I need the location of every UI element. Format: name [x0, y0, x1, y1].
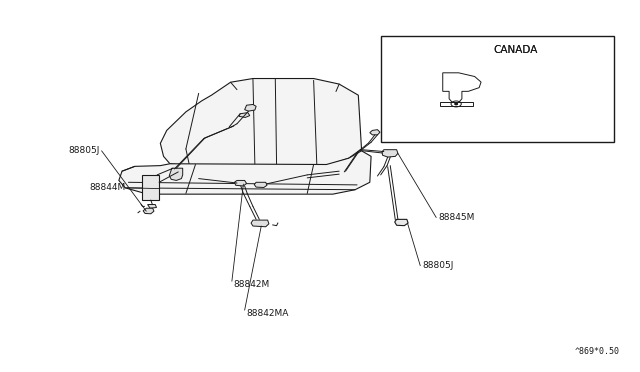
Polygon shape — [395, 219, 408, 226]
Text: ^869*0.50: ^869*0.50 — [575, 347, 620, 356]
Polygon shape — [443, 73, 481, 102]
Text: 88805J: 88805J — [422, 261, 454, 270]
Polygon shape — [254, 182, 267, 187]
Circle shape — [455, 103, 458, 105]
Polygon shape — [440, 102, 473, 106]
Text: 88805J: 88805J — [68, 146, 100, 155]
Polygon shape — [382, 150, 398, 157]
Text: CANADA: CANADA — [493, 45, 538, 55]
Text: 88842MA: 88842MA — [246, 310, 289, 318]
Text: 88899: 88899 — [483, 91, 511, 100]
Polygon shape — [161, 78, 362, 166]
Polygon shape — [239, 113, 250, 118]
Polygon shape — [170, 168, 182, 180]
Text: 88845M: 88845M — [438, 213, 474, 222]
Polygon shape — [251, 220, 269, 227]
Polygon shape — [370, 130, 380, 135]
Polygon shape — [234, 180, 246, 186]
Polygon shape — [244, 105, 256, 111]
Bar — [381, 36, 614, 141]
Polygon shape — [148, 205, 157, 208]
Polygon shape — [143, 208, 154, 214]
Polygon shape — [143, 175, 159, 200]
Polygon shape — [119, 151, 371, 194]
Text: 88844M: 88844M — [89, 183, 125, 192]
Text: CANADA: CANADA — [493, 45, 538, 55]
Text: 88842M: 88842M — [234, 280, 270, 289]
